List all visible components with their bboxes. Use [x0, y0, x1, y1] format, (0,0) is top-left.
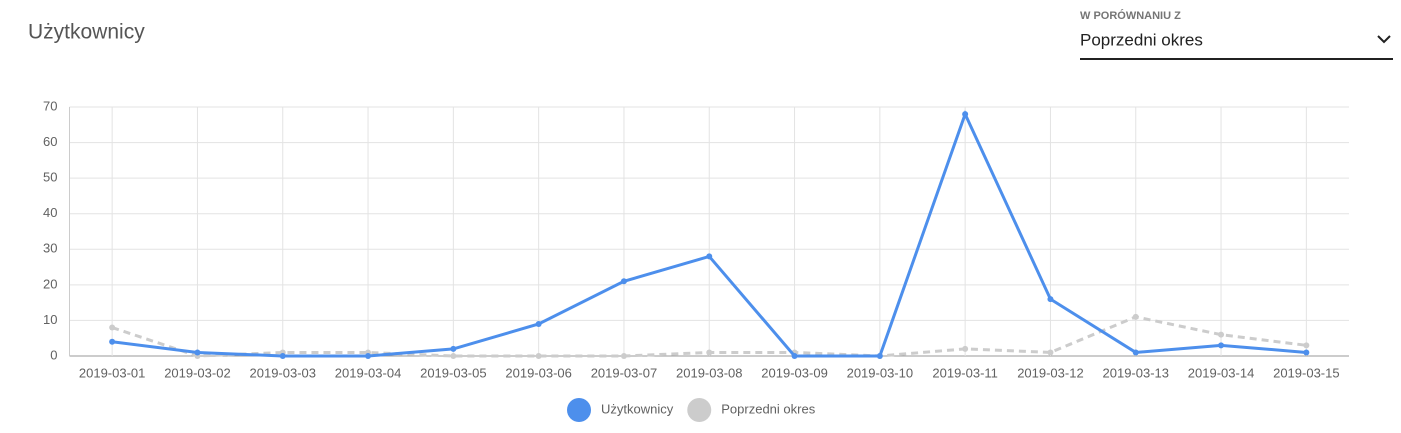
point: [1303, 349, 1310, 356]
y-tick-label: 0: [50, 347, 57, 362]
y-tick-label: 10: [43, 312, 57, 327]
x-tick-label: 2019-03-02: [164, 365, 231, 380]
x-tick-label: 2019-03-01: [79, 365, 146, 380]
legend-label: Poprzedni okres: [721, 401, 815, 416]
y-tick-label: 60: [43, 134, 57, 149]
x-tick-label: 2019-03-15: [1273, 365, 1340, 380]
chart-title: Użytkownicy: [28, 21, 145, 44]
x-tick-label: 2019-03-09: [761, 365, 828, 380]
legend-swatch: [567, 398, 591, 422]
point: [1218, 342, 1225, 349]
point: [535, 353, 542, 359]
point: [706, 253, 713, 260]
point: [450, 353, 457, 359]
x-tick-label: 2019-03-05: [420, 365, 487, 380]
dropdown-label: W PORÓWNANIU Z: [1080, 9, 1181, 22]
point: [620, 278, 627, 285]
point: [109, 324, 116, 331]
point: [535, 320, 542, 327]
x-tick-label: 2019-03-06: [505, 365, 572, 380]
comparison-dropdown[interactable]: W PORÓWNANIU Z Poprzedni okres: [1080, 9, 1393, 60]
point: [962, 111, 969, 118]
point: [109, 338, 116, 345]
point: [1047, 296, 1054, 303]
point: [962, 345, 969, 352]
legend-swatch: [687, 398, 712, 422]
dropdown-value[interactable]: Poprzedni okres: [1080, 30, 1203, 49]
point: [279, 353, 286, 359]
x-tick-label: 2019-03-08: [676, 365, 743, 380]
point: [1218, 331, 1225, 338]
x-tick-label: 2019-03-12: [1017, 365, 1084, 380]
x-tick-label: 2019-03-03: [250, 365, 317, 380]
point: [194, 349, 201, 356]
x-tick-label: 2019-03-11: [932, 365, 998, 380]
legend-label: Użytkownicy: [601, 401, 674, 416]
y-tick-label: 40: [43, 205, 57, 220]
chevron[interactable]: [1377, 35, 1391, 44]
x-tick-label: 2019-03-13: [1103, 365, 1170, 380]
x-tick-label: 2019-03-07: [591, 365, 658, 380]
point: [876, 353, 883, 359]
point: [450, 345, 457, 352]
point: [791, 353, 798, 359]
y-tick-label: 70: [43, 98, 57, 113]
point: [1303, 342, 1310, 349]
y-tick-label: 30: [43, 241, 57, 256]
point: [1132, 349, 1139, 356]
point: [706, 349, 713, 356]
point: [1047, 349, 1054, 356]
point: [620, 353, 627, 359]
y-tick-label: 20: [43, 276, 57, 291]
x-tick-label: 2019-03-04: [335, 365, 402, 380]
x-tick-label: 2019-03-10: [847, 365, 914, 380]
x-tick-label: 2019-03-14: [1188, 365, 1255, 380]
point: [365, 353, 372, 359]
point: [1132, 313, 1139, 320]
y-tick-label: 50: [43, 170, 57, 185]
